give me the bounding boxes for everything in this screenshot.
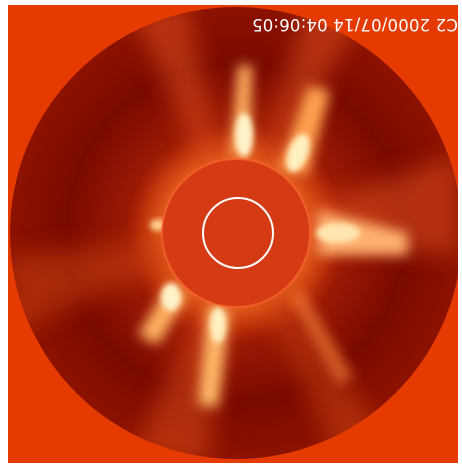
sun-circle [202, 197, 274, 269]
streamer-top-left-core [235, 113, 253, 157]
occulting-disk [162, 159, 310, 307]
timestamp-overlay: C2 2000/07/14 04:06:05 [251, 15, 458, 34]
streamer-right [318, 210, 408, 255]
streamer-top-right-core [286, 133, 310, 173]
coronagraph-image: C2 2000/07/14 04:06:05 [8, 5, 458, 463]
streamer-bottom-left-core [161, 283, 226, 343]
coronagraph-svg [8, 5, 458, 463]
occulting-disk-edge [161, 158, 311, 308]
streamer-bottom-right [288, 290, 353, 385]
streamer-right-core [316, 223, 360, 243]
